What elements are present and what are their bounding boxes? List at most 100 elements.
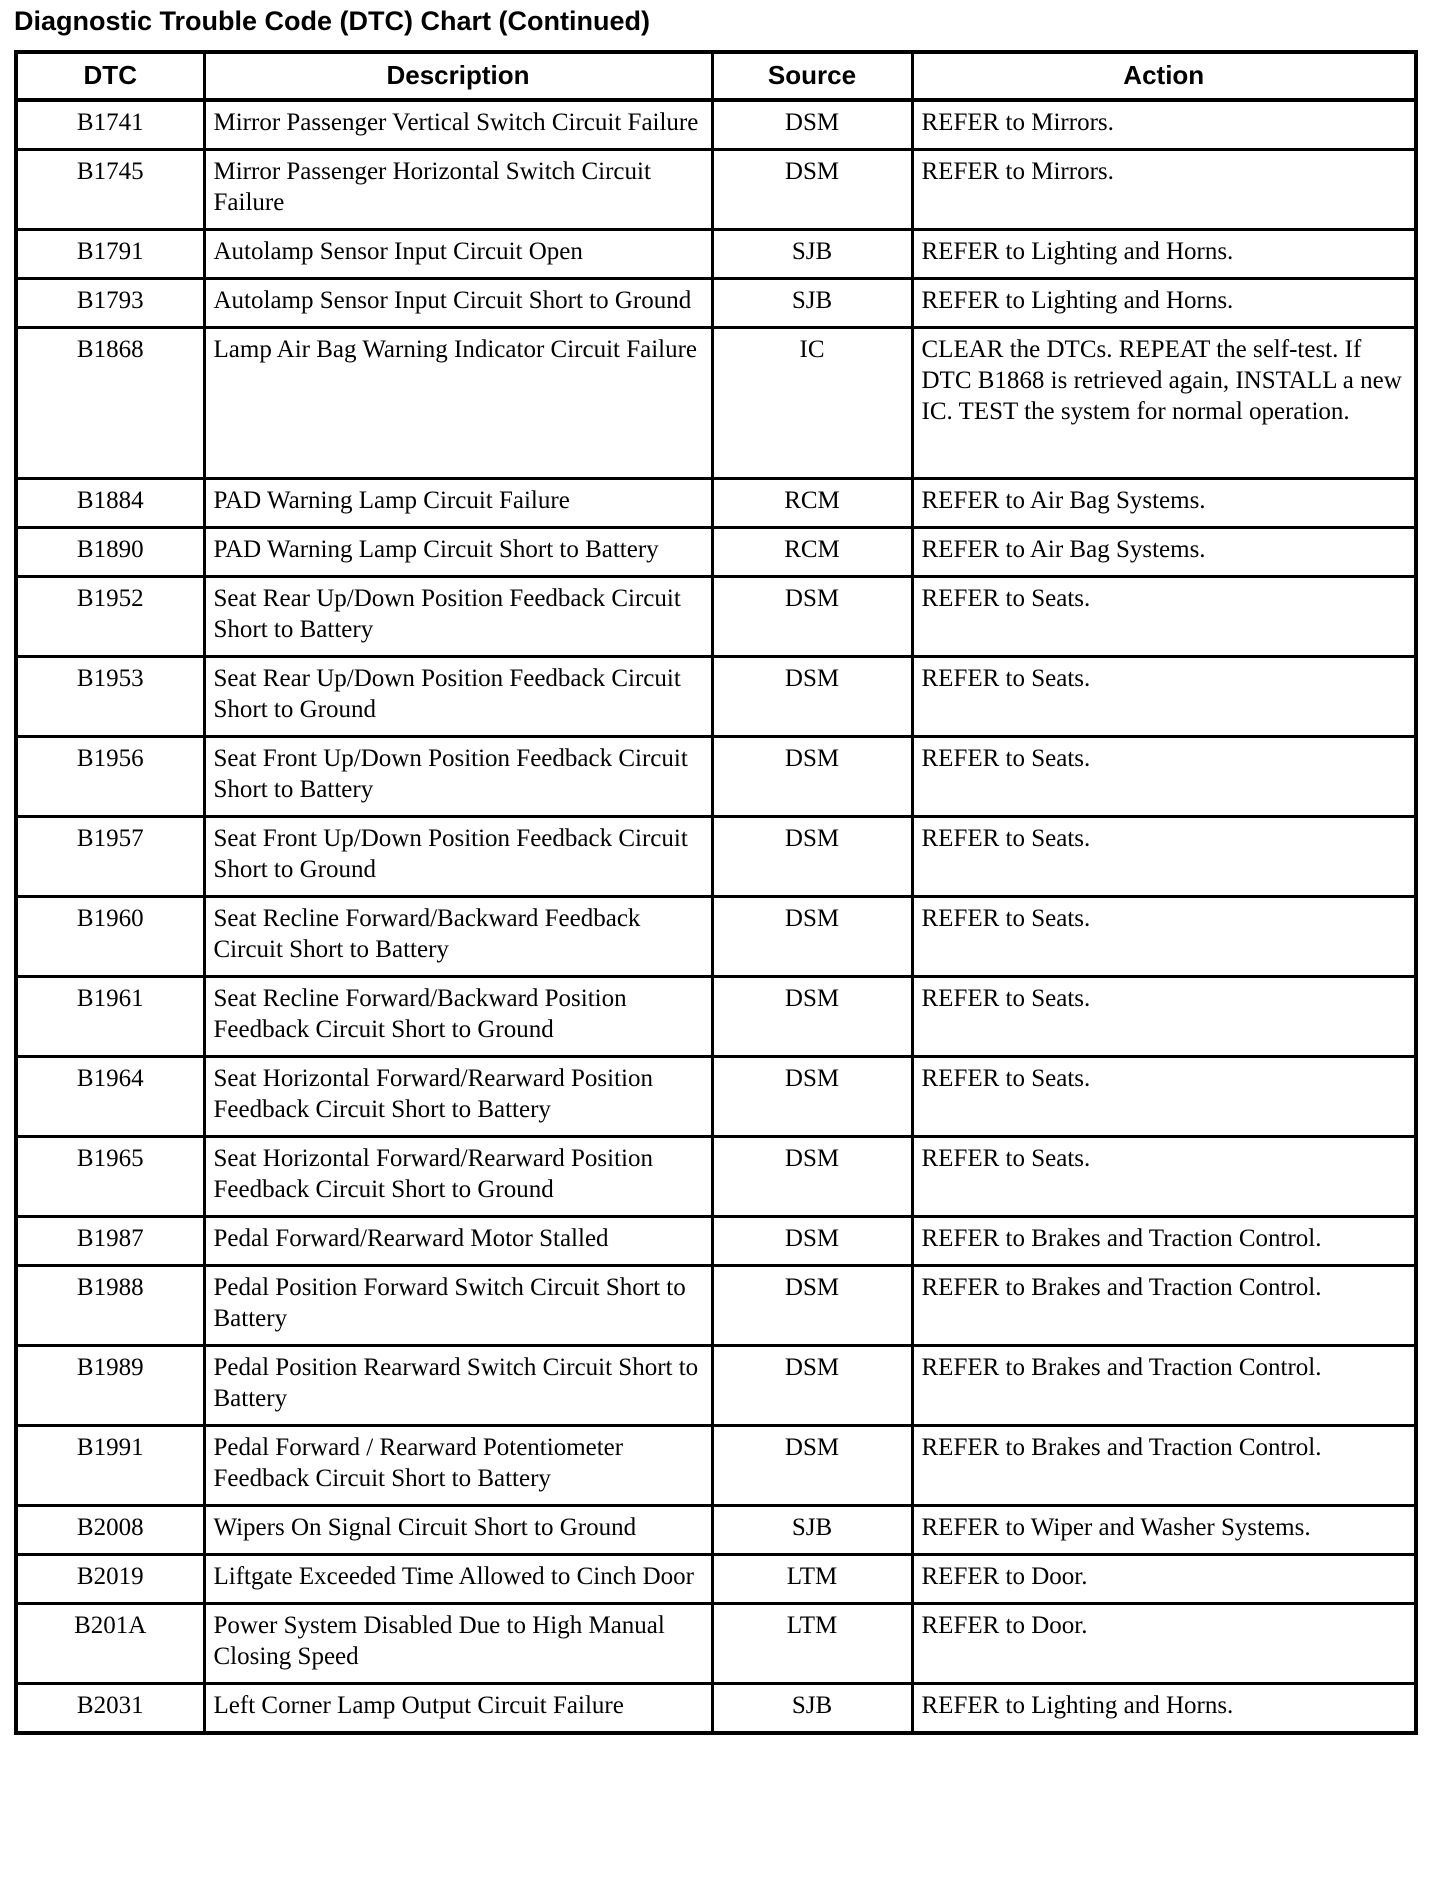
description-cell: Autolamp Sensor Input Circuit Short to G…: [202, 277, 714, 329]
action-cell: REFER to Brakes and Traction Control.: [910, 1264, 1418, 1347]
action-cell: REFER to Mirrors.: [910, 98, 1418, 151]
source-cell: SJB: [710, 228, 914, 280]
description-cell: Seat Front Up/Down Position Feedback Cir…: [202, 735, 714, 818]
action-cell: REFER to Seats.: [910, 655, 1418, 738]
description-cell: Pedal Position Forward Switch Circuit Sh…: [202, 1264, 714, 1347]
dtc-cell: B1956: [14, 735, 206, 818]
action-cell: REFER to Air Bag Systems.: [910, 526, 1418, 578]
action-cell: REFER to Door.: [910, 1553, 1418, 1605]
column-header-action: Action: [910, 50, 1418, 102]
source-cell: SJB: [710, 1504, 914, 1556]
action-cell: REFER to Seats.: [910, 815, 1418, 898]
source-cell: DSM: [710, 1055, 914, 1138]
description-cell: Seat Rear Up/Down Position Feedback Circ…: [202, 575, 714, 658]
dtc-cell: B1868: [14, 326, 206, 480]
source-cell: DSM: [710, 975, 914, 1058]
column-header-description: Description: [202, 50, 714, 102]
table-row: B1952 Seat Rear Up/Down Position Feedbac…: [14, 575, 1418, 658]
source-cell: RCM: [710, 477, 914, 529]
source-cell: SJB: [710, 1682, 914, 1735]
dtc-cell: B1991: [14, 1424, 206, 1507]
source-cell: DSM: [710, 1264, 914, 1347]
action-cell: REFER to Wiper and Washer Systems.: [910, 1504, 1418, 1556]
page-title: Diagnostic Trouble Code (DTC) Chart (Con…: [14, 6, 650, 36]
table-row: B1964 Seat Horizontal Forward/Rearward P…: [14, 1055, 1418, 1138]
dtc-cell: B1957: [14, 815, 206, 898]
dtc-cell: B1791: [14, 228, 206, 280]
description-cell: Wipers On Signal Circuit Short to Ground: [202, 1504, 714, 1556]
description-cell: Left Corner Lamp Output Circuit Failure: [202, 1682, 714, 1735]
table-row: B1961 Seat Recline Forward/Backward Posi…: [14, 975, 1418, 1058]
action-cell: REFER to Air Bag Systems.: [910, 477, 1418, 529]
table-row: B1953 Seat Rear Up/Down Position Feedbac…: [14, 655, 1418, 738]
description-cell: Liftgate Exceeded Time Allowed to Cinch …: [202, 1553, 714, 1605]
source-cell: SJB: [710, 277, 914, 329]
description-cell: Lamp Air Bag Warning Indicator Circuit F…: [202, 326, 714, 480]
table-row: B2031 Left Corner Lamp Output Circuit Fa…: [14, 1682, 1418, 1735]
source-cell: DSM: [710, 655, 914, 738]
table-row: B201A Power System Disabled Due to High …: [14, 1602, 1418, 1685]
description-cell: Mirror Passenger Horizontal Switch Circu…: [202, 148, 714, 231]
table-row: B1991 Pedal Forward / Rearward Potentiom…: [14, 1424, 1418, 1507]
table-row: B1965 Seat Horizontal Forward/Rearward P…: [14, 1135, 1418, 1218]
dtc-cell: B1965: [14, 1135, 206, 1218]
dtc-cell: B1961: [14, 975, 206, 1058]
table-row: B1960 Seat Recline Forward/Backward Feed…: [14, 895, 1418, 978]
table-header-row: DTC Description Source Action: [14, 50, 1418, 102]
action-cell: REFER to Brakes and Traction Control.: [910, 1424, 1418, 1507]
action-cell: REFER to Seats.: [910, 735, 1418, 818]
dtc-cell: B2031: [14, 1682, 206, 1735]
action-cell: REFER to Seats.: [910, 575, 1418, 658]
action-cell: REFER to Mirrors.: [910, 148, 1418, 231]
action-cell: CLEAR the DTCs. REPEAT the self-test. If…: [910, 326, 1418, 480]
dtc-cell: B1989: [14, 1344, 206, 1427]
dtc-cell: B1741: [14, 98, 206, 151]
table-row: B1989 Pedal Position Rearward Switch Cir…: [14, 1344, 1418, 1427]
source-cell: DSM: [710, 895, 914, 978]
source-cell: LTM: [710, 1553, 914, 1605]
description-cell: Mirror Passenger Vertical Switch Circuit…: [202, 98, 714, 151]
table-row: B1745 Mirror Passenger Horizontal Switch…: [14, 148, 1418, 231]
dtc-cell: B1988: [14, 1264, 206, 1347]
table-row: B1884 PAD Warning Lamp Circuit Failure R…: [14, 477, 1418, 529]
source-cell: IC: [710, 326, 914, 480]
description-cell: Power System Disabled Due to High Manual…: [202, 1602, 714, 1685]
table-row: B1793 Autolamp Sensor Input Circuit Shor…: [14, 277, 1418, 329]
dtc-cell: B1953: [14, 655, 206, 738]
dtc-cell: B1960: [14, 895, 206, 978]
action-cell: REFER to Seats.: [910, 1055, 1418, 1138]
table-row: B2008 Wipers On Signal Circuit Short to …: [14, 1504, 1418, 1556]
action-cell: REFER to Brakes and Traction Control.: [910, 1215, 1418, 1267]
dtc-cell: B1964: [14, 1055, 206, 1138]
description-cell: PAD Warning Lamp Circuit Failure: [202, 477, 714, 529]
description-cell: Seat Horizontal Forward/Rearward Positio…: [202, 1055, 714, 1138]
action-cell: REFER to Seats.: [910, 1135, 1418, 1218]
dtc-cell: B1952: [14, 575, 206, 658]
table-row: B1988 Pedal Position Forward Switch Circ…: [14, 1264, 1418, 1347]
action-cell: REFER to Lighting and Horns.: [910, 228, 1418, 280]
source-cell: DSM: [710, 575, 914, 658]
source-cell: DSM: [710, 735, 914, 818]
description-cell: Seat Recline Forward/Backward Feedback C…: [202, 895, 714, 978]
action-cell: REFER to Lighting and Horns.: [910, 1682, 1418, 1735]
dtc-cell: B1793: [14, 277, 206, 329]
table-row: B1741 Mirror Passenger Vertical Switch C…: [14, 98, 1418, 151]
description-cell: Seat Front Up/Down Position Feedback Cir…: [202, 815, 714, 898]
dtc-table: DTC Description Source Action B1741 Mirr…: [14, 50, 1418, 1735]
source-cell: DSM: [710, 1424, 914, 1507]
source-cell: DSM: [710, 815, 914, 898]
table-row: B1868 Lamp Air Bag Warning Indicator Cir…: [14, 326, 1418, 480]
description-cell: Pedal Forward/Rearward Motor Stalled: [202, 1215, 714, 1267]
description-cell: Seat Recline Forward/Backward Position F…: [202, 975, 714, 1058]
dtc-cell: B1745: [14, 148, 206, 231]
table-row: B1791 Autolamp Sensor Input Circuit Open…: [14, 228, 1418, 280]
source-cell: DSM: [710, 1215, 914, 1267]
column-header-dtc: DTC: [14, 50, 206, 102]
description-cell: PAD Warning Lamp Circuit Short to Batter…: [202, 526, 714, 578]
table-row: B1956 Seat Front Up/Down Position Feedba…: [14, 735, 1418, 818]
action-cell: REFER to Lighting and Horns.: [910, 277, 1418, 329]
dtc-cell: B1987: [14, 1215, 206, 1267]
action-cell: REFER to Door.: [910, 1602, 1418, 1685]
source-cell: DSM: [710, 98, 914, 151]
